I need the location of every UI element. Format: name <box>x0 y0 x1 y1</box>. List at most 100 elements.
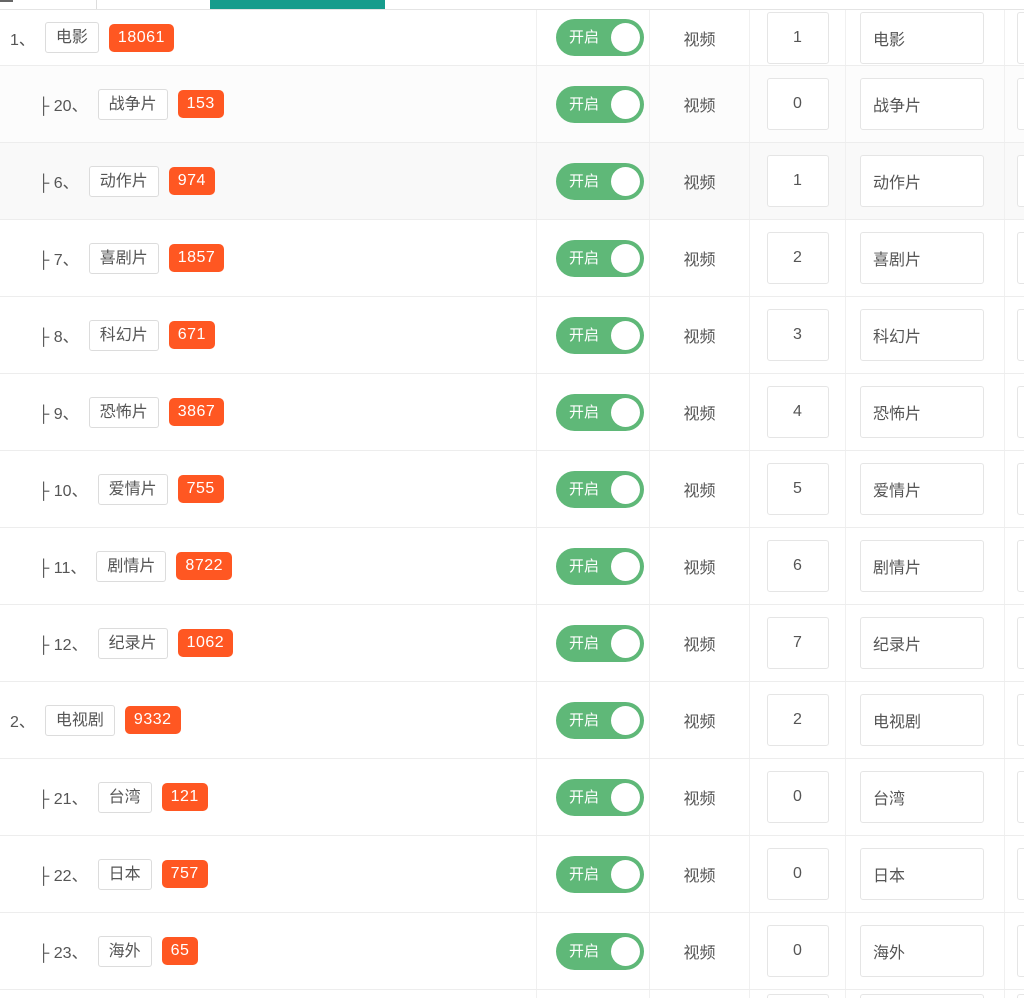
sort-input[interactable] <box>766 694 829 746</box>
toggle-knob <box>611 705 640 735</box>
name-input[interactable] <box>860 994 984 998</box>
name-cell <box>846 66 1005 142</box>
table-row: ├ 8、 科幻片 671 开启 视频 <box>0 297 1024 374</box>
name-input[interactable] <box>860 386 984 438</box>
table-row: ├ 12、 纪录片 1062 开启 视频 <box>0 605 1024 682</box>
table-row: 2、 电视剧 9332 开启 视频 <box>0 682 1024 759</box>
sort-input[interactable] <box>766 232 829 284</box>
toggle-knob <box>611 628 640 658</box>
table-row <box>0 990 1024 998</box>
extra-cell <box>1005 451 1024 527</box>
sort-input[interactable] <box>766 994 829 998</box>
status-toggle[interactable]: 开启 <box>556 239 644 277</box>
tab-divider <box>96 0 97 9</box>
sort-input[interactable] <box>766 78 829 130</box>
type-cell: 视频 <box>650 143 750 219</box>
status-toggle-label: 开启 <box>569 634 600 652</box>
type-cell: 视频 <box>650 451 750 527</box>
status-toggle[interactable]: 开启 <box>556 162 644 200</box>
status-toggle[interactable]: 开启 <box>556 19 644 56</box>
category-id-prefix: ├ 22、 <box>38 868 88 885</box>
extra-input[interactable] <box>1017 386 1024 438</box>
name-cell <box>846 913 1005 989</box>
extra-input[interactable] <box>1017 78 1024 130</box>
extra-input[interactable] <box>1017 771 1024 823</box>
extra-input[interactable] <box>1017 848 1024 900</box>
category-id-prefix: ├ 6、 <box>38 175 79 192</box>
type-cell: 视频 <box>650 10 750 65</box>
status-toggle[interactable]: 开启 <box>556 701 644 739</box>
name-input[interactable] <box>860 771 984 823</box>
status-toggle[interactable]: 开启 <box>556 932 644 970</box>
status-toggle[interactable]: 开启 <box>556 624 644 662</box>
name-input[interactable] <box>860 232 984 284</box>
status-toggle[interactable]: 开启 <box>556 85 644 123</box>
extra-input[interactable] <box>1017 925 1024 977</box>
sort-input[interactable] <box>766 771 829 823</box>
name-cell <box>846 990 1005 998</box>
toggle-knob <box>611 89 640 119</box>
name-input[interactable] <box>860 848 984 900</box>
category-id-prefix: ├ 12、 <box>38 637 88 654</box>
sort-cell <box>750 605 846 681</box>
toggle-knob <box>611 320 640 350</box>
extra-input[interactable] <box>1017 232 1024 284</box>
table-row: ├ 6、 动作片 974 开启 视频 <box>0 143 1024 220</box>
table-row: ├ 7、 喜剧片 1857 开启 视频 <box>0 220 1024 297</box>
status-toggle[interactable]: 开启 <box>556 470 644 508</box>
sort-input[interactable] <box>766 540 829 592</box>
video-count-badge: 1857 <box>168 244 225 272</box>
name-cell <box>846 836 1005 912</box>
sort-input[interactable] <box>766 309 829 361</box>
sort-input[interactable] <box>766 463 829 515</box>
status-cell: 开启 <box>537 451 650 527</box>
name-input[interactable] <box>860 78 984 130</box>
name-input[interactable] <box>860 694 984 746</box>
sort-input[interactable] <box>766 11 829 64</box>
category-name-box: 剧情片 <box>96 550 167 582</box>
sort-input[interactable] <box>766 848 829 900</box>
toggle-knob <box>611 397 640 427</box>
status-toggle[interactable]: 开启 <box>556 547 644 585</box>
extra-input[interactable] <box>1017 994 1024 998</box>
category-cell: ├ 12、 纪录片 1062 <box>0 605 537 681</box>
name-input[interactable] <box>860 309 984 361</box>
extra-input[interactable] <box>1017 617 1024 669</box>
table-row: ├ 11、 剧情片 8722 开启 视频 <box>0 528 1024 605</box>
status-toggle[interactable]: 开启 <box>556 393 644 431</box>
status-toggle[interactable]: 开启 <box>556 316 644 354</box>
sort-input[interactable] <box>766 925 829 977</box>
active-tab-indicator[interactable] <box>210 0 385 9</box>
table-row: ├ 22、 日本 757 开启 视频 <box>0 836 1024 913</box>
sort-input[interactable] <box>766 155 829 207</box>
extra-input[interactable] <box>1017 309 1024 361</box>
extra-input[interactable] <box>1017 694 1024 746</box>
name-input[interactable] <box>860 11 984 64</box>
extra-input[interactable] <box>1017 540 1024 592</box>
sort-cell <box>750 66 846 142</box>
sort-cell <box>750 143 846 219</box>
status-toggle-label: 开启 <box>569 29 600 46</box>
sort-cell <box>750 990 846 998</box>
category-id-prefix: ├ 8、 <box>38 329 79 346</box>
name-input[interactable] <box>860 540 984 592</box>
status-toggle-label: 开启 <box>569 942 600 960</box>
category-cell: 1、 电影 18061 <box>0 10 537 65</box>
sort-cell <box>750 913 846 989</box>
status-toggle[interactable]: 开启 <box>556 855 644 893</box>
name-input[interactable] <box>860 463 984 515</box>
category-cell: ├ 7、 喜剧片 1857 <box>0 220 537 296</box>
name-input[interactable] <box>860 617 984 669</box>
status-cell: 开启 <box>537 220 650 296</box>
sort-input[interactable] <box>766 617 829 669</box>
video-count-badge: 1062 <box>177 629 234 657</box>
name-input[interactable] <box>860 925 984 977</box>
extra-input[interactable] <box>1017 11 1024 64</box>
extra-input[interactable] <box>1017 463 1024 515</box>
name-input[interactable] <box>860 155 984 207</box>
extra-input[interactable] <box>1017 155 1024 207</box>
category-cell: ├ 20、 战争片 153 <box>0 66 537 142</box>
sort-input[interactable] <box>766 386 829 438</box>
status-toggle[interactable]: 开启 <box>556 778 644 816</box>
type-label: 视频 <box>683 175 716 192</box>
